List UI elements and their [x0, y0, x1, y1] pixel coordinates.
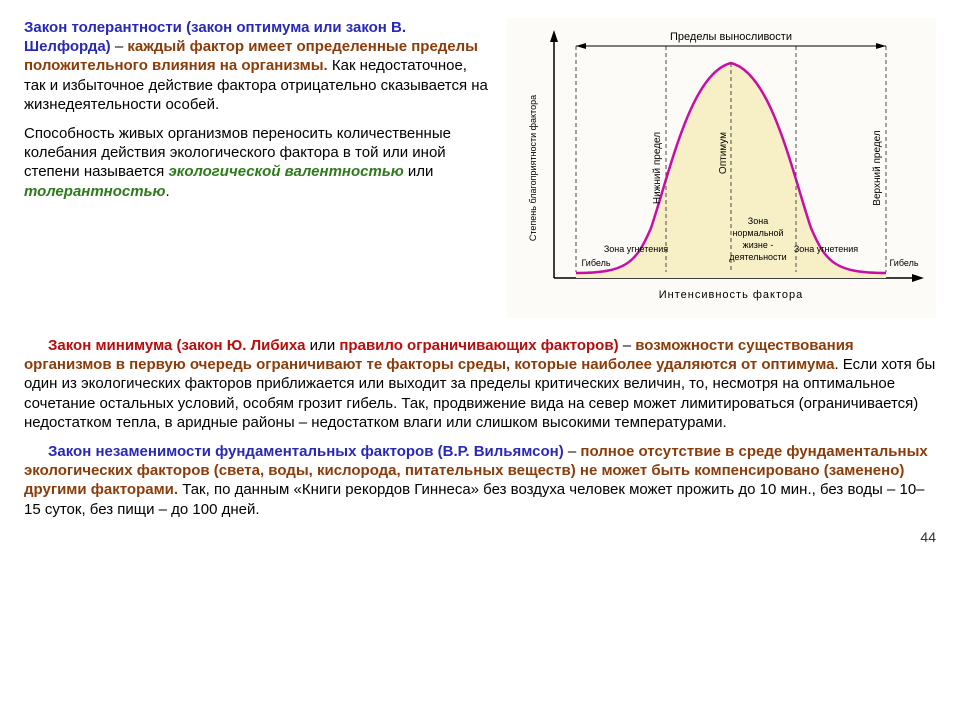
term-tolerance: толерантностью: [24, 183, 165, 200]
p3-dash: –: [564, 443, 581, 460]
t2-dot: .: [165, 183, 169, 200]
page-number: 44: [24, 529, 936, 547]
chart-top-label: Пределы выносливости: [670, 31, 792, 43]
term-eco-valence: экологической валентностью: [168, 163, 403, 180]
chart-norm1: Зона: [748, 216, 768, 226]
p2-or: или: [306, 337, 340, 354]
t2-or: или: [404, 163, 434, 180]
chart-norm3: жизне -: [743, 240, 774, 250]
term-irreplaceability: Закон незаменимости фундаментальных факт…: [48, 443, 564, 460]
para-valence: Способность живых организмов переносить …: [24, 124, 490, 201]
para-tolerance: Закон толерантности (закон оптимума или …: [24, 18, 490, 114]
para-irreplaceability: Закон незаменимости фундаментальных факт…: [24, 442, 936, 519]
t1-dash: –: [111, 38, 128, 55]
chart-optimum: Оптимум: [718, 132, 729, 174]
chart-death-right: Гибель: [889, 258, 918, 268]
chart-supp-left: Зона угнетения: [604, 244, 668, 254]
chart-upper-limit: Верхний предел: [872, 130, 883, 206]
chart-death-left: Гибель: [581, 258, 610, 268]
chart-norm2: нормальной: [732, 228, 783, 238]
tolerance-chart: Пределы выносливости Степень благоприятн…: [506, 18, 936, 318]
chart-supp-right: Зона угнетения: [794, 244, 858, 254]
para-minimum: Закон минимума (закон Ю. Либиха или прав…: [24, 336, 936, 432]
term-minimum-law: Закон минимума (закон Ю. Либиха: [48, 337, 306, 354]
chart-y-axis: Степень благоприятности фактора: [528, 95, 538, 241]
chart-norm4: деятельности: [729, 252, 786, 262]
chart-lower-limit: Нижний предел: [652, 132, 663, 204]
p2-dash: –: [619, 337, 636, 354]
chart-x-axis: Интенсивность фактора: [659, 289, 803, 301]
term-limiting-rule: правило ограничивающих факторов): [339, 337, 618, 354]
